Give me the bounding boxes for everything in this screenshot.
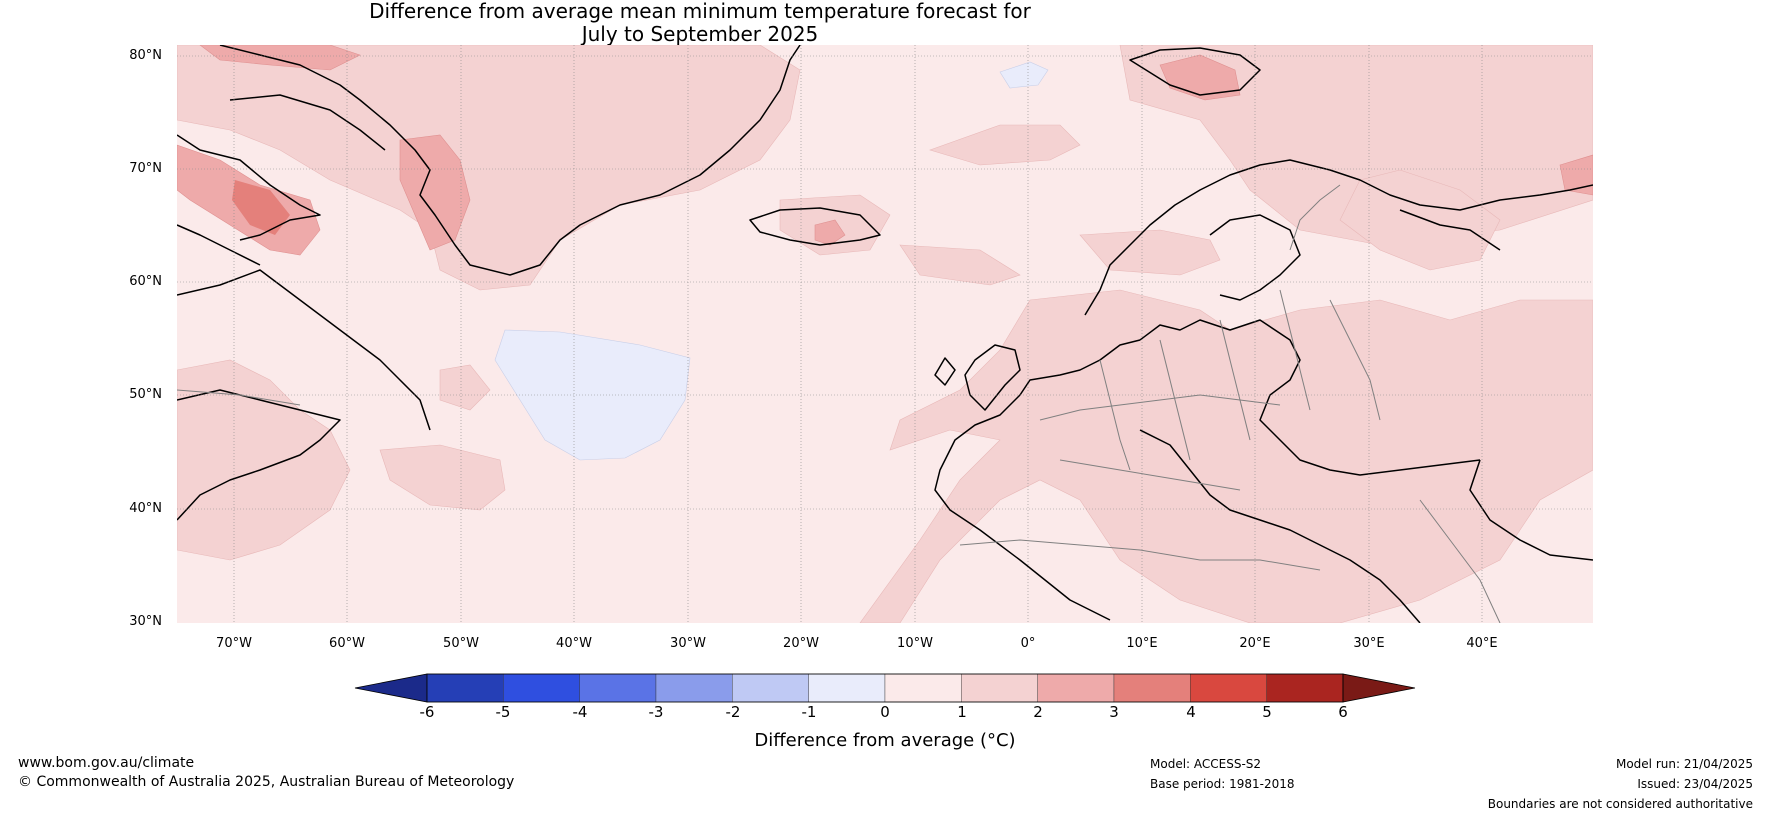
lat-label-40n: 40°N bbox=[129, 501, 162, 516]
colorbar-tick: -5 bbox=[495, 703, 511, 721]
colorbar-tick: -6 bbox=[419, 703, 435, 721]
colorbar-tick: 4 bbox=[1186, 703, 1196, 721]
lon-label-0: 0° bbox=[1020, 636, 1036, 651]
colorbar-label: Difference from average (°C) bbox=[754, 730, 1016, 751]
colorbar-segment bbox=[808, 673, 886, 703]
map-layer bbox=[177, 45, 1593, 623]
colorbar-tick: -1 bbox=[801, 703, 817, 721]
lat-label-80n: 80°N bbox=[129, 48, 162, 63]
colorbar-segment bbox=[1113, 673, 1191, 703]
anomaly-3-4-region bbox=[232, 180, 290, 235]
anomaly-negative-regions bbox=[494, 61, 1049, 461]
lon-label-10w: 10°W bbox=[897, 636, 933, 651]
colorbar-frame bbox=[426, 673, 1344, 703]
colorbar-tick: 2 bbox=[1033, 703, 1043, 721]
lon-label-50w: 50°W bbox=[443, 636, 479, 651]
colorbar-segment bbox=[961, 673, 1038, 703]
lon-label-70w: 70°W bbox=[216, 636, 252, 651]
disclaimer-text: Boundaries are not considered authoritat… bbox=[1487, 797, 1753, 811]
coastlines bbox=[177, 45, 1593, 623]
colorbar bbox=[354, 673, 1416, 703]
lat-label-70n: 70°N bbox=[129, 161, 162, 176]
colorbar-segment bbox=[1037, 673, 1115, 703]
lon-label-40w: 40°W bbox=[556, 636, 592, 651]
colorbar-tick: 1 bbox=[957, 703, 967, 721]
colorbar-extend-high bbox=[1342, 673, 1416, 703]
chart-title: Difference from average mean minimum tem… bbox=[0, 0, 1400, 46]
colorbar-segment bbox=[655, 673, 733, 703]
colorbar-segment bbox=[503, 673, 580, 703]
model-text: Model: ACCESS-S2 bbox=[1150, 757, 1262, 771]
map-gridlines bbox=[177, 45, 1593, 623]
lon-label-10e: 10°E bbox=[1126, 636, 1158, 651]
lat-label-30n: 30°N bbox=[129, 614, 162, 629]
lat-label-60n: 60°N bbox=[129, 274, 162, 289]
colorbar-segment bbox=[579, 673, 657, 703]
colorbar-segment bbox=[1190, 673, 1267, 703]
copyright-text: © Commonwealth of Australia 2025, Austra… bbox=[18, 774, 515, 790]
colorbar-tick: 0 bbox=[880, 703, 890, 721]
colorbar-tick: -2 bbox=[725, 703, 741, 721]
lon-label-30e: 30°E bbox=[1353, 636, 1385, 651]
colorbar-tick: 6 bbox=[1338, 703, 1348, 721]
lon-label-30w: 30°W bbox=[670, 636, 706, 651]
colorbar-segment bbox=[884, 673, 962, 703]
lon-label-40e: 40°E bbox=[1466, 636, 1498, 651]
colorbar-segment bbox=[426, 673, 504, 703]
title-line-1: Difference from average mean minimum tem… bbox=[369, 0, 1031, 23]
issued-text: Issued: 23/04/2025 bbox=[1637, 777, 1753, 791]
title-line-2: July to September 2025 bbox=[581, 22, 819, 46]
lat-label-50n: 50°N bbox=[129, 387, 162, 402]
base-period-text: Base period: 1981-2018 bbox=[1150, 777, 1295, 791]
colorbar-segment bbox=[732, 673, 809, 703]
colorbar-tick: -4 bbox=[572, 703, 588, 721]
colorbar-segment bbox=[1266, 673, 1344, 703]
country-borders bbox=[177, 184, 1501, 623]
colorbar-tick: 5 bbox=[1262, 703, 1272, 721]
lon-label-60w: 60°W bbox=[329, 636, 365, 651]
lon-label-20e: 20°E bbox=[1239, 636, 1271, 651]
lon-label-20w: 20°W bbox=[783, 636, 819, 651]
website-link[interactable]: www.bom.gov.au/climate bbox=[18, 755, 195, 771]
colorbar-tick: -3 bbox=[648, 703, 664, 721]
model-run-text: Model run: 21/04/2025 bbox=[1615, 757, 1753, 771]
colorbar-extend-low bbox=[354, 673, 428, 703]
colorbar-tick: 3 bbox=[1109, 703, 1119, 721]
